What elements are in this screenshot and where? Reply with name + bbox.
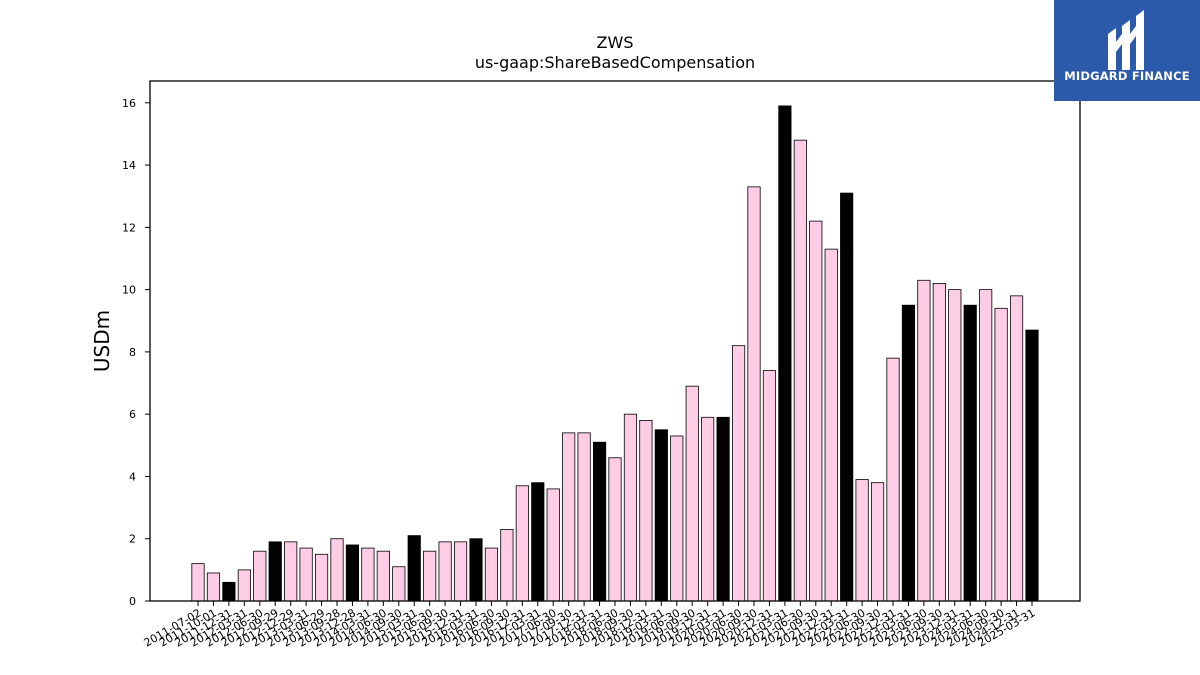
bar-2024-09-30 (994, 307, 1008, 602)
bar-2016-03-31 (469, 538, 483, 602)
plot-frame (149, 80, 1081, 602)
bar-2012-03-31 (237, 569, 251, 602)
chart-title: ZWS (597, 33, 634, 52)
bar-2011-12-31 (222, 581, 236, 602)
bar-2016-12-31 (515, 485, 529, 602)
bar-2024-03-31 (963, 304, 977, 602)
bar-2023-12-31 (948, 289, 962, 602)
bar-2017-06-30 (546, 488, 560, 602)
bar-2013-09-28 (330, 538, 344, 602)
bar-2019-06-30 (670, 435, 684, 602)
bar-2017-09-30 (562, 432, 576, 602)
bar-2025-03-31 (1025, 329, 1039, 602)
y-tick-label: 6 (129, 408, 136, 421)
bar-2018-09-30 (623, 413, 638, 602)
bar-2023-09-30 (932, 282, 946, 602)
bar-2013-06-29 (314, 553, 329, 602)
bar-2022-12-31 (886, 357, 900, 602)
bar-2019-09-30 (685, 385, 699, 602)
bar-2024-06-30 (979, 289, 993, 602)
y-axis: 0 2 4 6 8 10 12 14 16 (122, 97, 150, 608)
y-tick-label: 8 (129, 346, 136, 359)
bar-2018-06-30 (608, 457, 622, 602)
bar-2022-06-30 (855, 479, 869, 602)
y-tick-label: 14 (122, 159, 136, 172)
bar-2024-12-31 (1009, 295, 1024, 602)
y-axis-label: USDm (90, 310, 114, 372)
bar-2023-03-31 (901, 304, 916, 602)
bar-2015-06-30 (423, 550, 437, 602)
y-tick-label: 12 (122, 221, 136, 234)
bar-2022-09-30 (870, 482, 885, 602)
bar-2022-03-31 (840, 192, 854, 602)
bar-2016-06-30 (484, 547, 499, 602)
bar-2018-12-31 (639, 419, 653, 602)
bar-2011-10-01 (206, 572, 221, 602)
bar-2014-06-30 (376, 550, 390, 602)
bar-2015-12-31 (453, 541, 468, 602)
bar-2020-06-30 (731, 345, 746, 602)
bar-2013-12-28 (345, 544, 360, 602)
bar-2018-03-31 (592, 441, 607, 602)
bar-2020-03-31 (716, 416, 730, 602)
bar-2013-03-31 (299, 547, 313, 602)
bar-2021-09-30 (809, 220, 823, 602)
bar-2020-09-30 (747, 186, 761, 602)
bar-2020-12-31 (762, 370, 777, 602)
bars-group (191, 105, 1039, 602)
bar-2017-03-31 (531, 482, 545, 602)
bar-2016-09-30 (500, 528, 514, 602)
midgard-finance-logo: MIDGARD FINANCE (1054, 0, 1200, 101)
y-tick-label: 2 (129, 533, 136, 546)
x-axis: 2011-07-022011-10-012011-12-312012-03-31… (142, 601, 1038, 650)
bar-2012-06-30 (253, 550, 267, 602)
bar-2014-09-30 (392, 566, 406, 602)
bar-2019-12-31 (701, 416, 715, 602)
bar-2011-07-02 (191, 563, 205, 602)
y-tick-label: 4 (129, 470, 136, 483)
y-tick-label: 0 (129, 595, 136, 608)
logo-mark-icon (1108, 10, 1144, 70)
bar-2021-06-30 (793, 139, 807, 602)
bar-2015-03-31 (407, 535, 421, 602)
y-tick-label: 16 (122, 97, 136, 110)
bar-2012-12-29 (284, 541, 298, 602)
bar-2021-12-31 (824, 248, 838, 602)
bar-2014-03-31 (361, 547, 375, 602)
bar-2021-03-31 (778, 105, 792, 602)
logo-text: MIDGARD FINANCE (1064, 69, 1190, 83)
chart-subtitle: us-gaap:ShareBasedCompensation (475, 53, 755, 72)
bar-2019-03-31 (654, 429, 668, 602)
y-tick-label: 10 (122, 284, 136, 297)
bar-2015-09-30 (438, 541, 452, 602)
bar-2023-06-30 (917, 279, 931, 602)
bar-2012-09-29 (268, 541, 282, 602)
bar-2017-12-31 (577, 432, 591, 602)
